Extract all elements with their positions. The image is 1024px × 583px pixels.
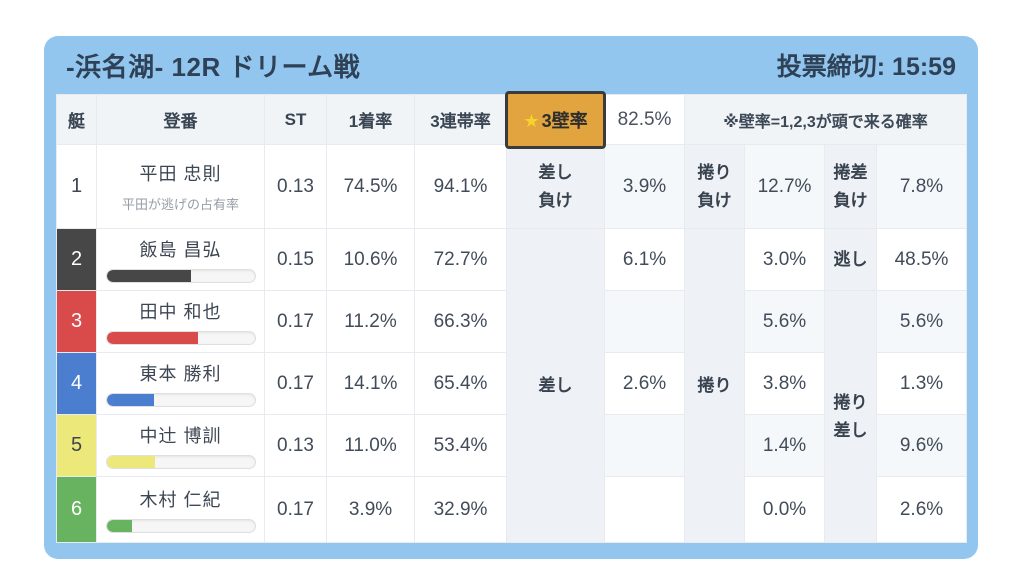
tactic-value xyxy=(604,476,685,543)
table-row: 6 木村 仁紀 0.17 3.9% 32.9% 0.0% 2.6% xyxy=(56,476,967,543)
boat-number-cell: 4 xyxy=(56,352,97,415)
tactic-value: 48.5% xyxy=(876,228,967,291)
top3-rate-value: 72.7% xyxy=(414,228,507,291)
wall-rate-note: ※壁率=1,2,3が頭で来る確率 xyxy=(684,94,967,145)
st-value: 0.15 xyxy=(264,228,327,291)
col-entry: 登番 xyxy=(96,94,265,145)
boat-number-cell: 2 xyxy=(56,228,97,291)
racer-cell: 木村 仁紀 xyxy=(96,476,265,543)
race-title: -浜名湖- 12R ドリーム戦 xyxy=(66,51,361,82)
merged-tactic-label-makuri: 捲り xyxy=(684,228,745,543)
tactic-label: 逃し xyxy=(824,228,877,291)
racer-name: 東本 勝利 xyxy=(139,364,222,384)
merged-tactic-label-makurizashi: 捲り 差し xyxy=(824,290,877,543)
stat-bar xyxy=(105,393,256,407)
col-win-rate: 1着率 xyxy=(326,94,415,145)
tactic-label: 差し 負け xyxy=(506,144,605,229)
st-value: 0.17 xyxy=(264,290,327,353)
tactic-value: 12.7% xyxy=(744,144,825,229)
merged-tactic-label-sashi: 差し xyxy=(506,228,605,543)
tactic-value: 2.6% xyxy=(876,476,967,543)
table-row: 5 中辻 博訓 0.13 11.0% 53.4% 1.4% 9.6% xyxy=(56,414,967,477)
racer-cell: 中辻 博訓 xyxy=(96,414,265,477)
tactic-value xyxy=(604,414,685,477)
st-value: 0.13 xyxy=(264,414,327,477)
stat-bar xyxy=(105,331,256,345)
win-rate-value: 11.2% xyxy=(326,290,415,353)
racer-name: 飯島 昌弘 xyxy=(139,240,222,260)
win-rate-value: 74.5% xyxy=(326,144,415,229)
tactic-value: 5.6% xyxy=(876,290,967,353)
racer-name: 木村 仁紀 xyxy=(139,490,222,510)
tactic-value xyxy=(604,290,685,353)
tactic-value: 3.0% xyxy=(744,228,825,291)
tactic-value: 3.8% xyxy=(744,352,825,415)
tactic-value: 1.3% xyxy=(876,352,967,415)
racer-subtext: 平田が逃げの占有率 xyxy=(121,197,239,212)
tactic-value: 7.8% xyxy=(876,144,967,229)
boat-number-cell: 3 xyxy=(56,290,97,353)
stat-bar xyxy=(105,269,256,283)
wall-rate-badge: ★ 3壁率 xyxy=(505,90,606,149)
racer-cell: 飯島 昌弘 xyxy=(96,228,265,291)
stat-bar-fill xyxy=(106,456,156,468)
race-card-header: -浜名湖- 12R ドリーム戦 投票締切: 15:59 xyxy=(56,36,966,94)
stat-bar-fill xyxy=(106,332,199,344)
win-rate-value: 11.0% xyxy=(326,414,415,477)
col-top3-rate: 3連帯率 xyxy=(414,94,507,145)
wall-rate-value: 82.5% xyxy=(604,94,685,145)
racer-name: 田中 和也 xyxy=(139,302,222,322)
tactic-value: 3.9% xyxy=(604,144,685,229)
table-row: 1 平田 忠則 平田が逃げの占有率 0.13 74.5% 94.1% 差し 負け… xyxy=(56,144,967,229)
boat-number-cell: 1 xyxy=(56,144,97,229)
stat-bar-fill xyxy=(106,520,132,532)
col-wall-rate: ★ 3壁率 xyxy=(505,90,606,149)
table-header-row: 艇 登番 ST 1着率 3連帯率 ★ 3壁率 82.5% ※壁率=1,2,3が頭で… xyxy=(56,90,967,149)
top3-rate-value: 53.4% xyxy=(414,414,507,477)
stat-bar xyxy=(105,455,256,469)
stat-bar xyxy=(105,519,256,533)
tactic-value: 6.1% xyxy=(604,228,685,291)
tactic-label: 捲り 負け xyxy=(684,144,745,229)
racer-cell: 田中 和也 xyxy=(96,290,265,353)
top3-rate-value: 94.1% xyxy=(414,144,507,229)
racer-name: 平田 忠則 xyxy=(139,164,222,184)
table-row: 2 飯島 昌弘 0.15 10.6% 72.7% 差し 6.1% 捲り 3.0%… xyxy=(56,228,967,543)
boat-number-cell: 5 xyxy=(56,414,97,477)
top3-rate-value: 66.3% xyxy=(414,290,507,353)
st-value: 0.17 xyxy=(264,476,327,543)
boat-number-cell: 6 xyxy=(56,476,97,543)
race-stats-table: 艇 登番 ST 1着率 3連帯率 ★ 3壁率 82.5% ※壁率=1,2,3が頭で… xyxy=(56,90,967,543)
col-st: ST xyxy=(264,94,327,145)
tactic-value: 1.4% xyxy=(744,414,825,477)
vote-deadline: 投票締切: 15:59 xyxy=(776,53,956,81)
st-value: 0.17 xyxy=(264,352,327,415)
racer-cell: 東本 勝利 xyxy=(96,352,265,415)
win-rate-value: 10.6% xyxy=(326,228,415,291)
win-rate-value: 3.9% xyxy=(326,476,415,543)
tactic-label: 捲差 負け xyxy=(824,144,877,229)
win-rate-value: 14.1% xyxy=(326,352,415,415)
racer-name: 中辻 博訓 xyxy=(139,426,222,446)
wall-rate-label: 3壁率 xyxy=(541,110,588,131)
star-icon: ★ xyxy=(523,110,540,131)
tactic-value: 0.0% xyxy=(744,476,825,543)
top3-rate-value: 32.9% xyxy=(414,476,507,543)
racer-cell: 平田 忠則 平田が逃げの占有率 xyxy=(96,144,265,229)
tactic-value: 2.6% xyxy=(604,352,685,415)
top3-rate-value: 65.4% xyxy=(414,352,507,415)
stat-bar-fill xyxy=(106,394,154,406)
stat-bar-fill xyxy=(106,270,191,282)
race-card: -浜名湖- 12R ドリーム戦 投票締切: 15:59 艇 登番 ST 1着率 … xyxy=(44,36,978,559)
tactic-value: 9.6% xyxy=(876,414,967,477)
st-value: 0.13 xyxy=(264,144,327,229)
table-row: 3 田中 和也 0.17 11.2% 66.3% 5.6% 捲り 差し 5.6% xyxy=(56,290,967,543)
tactic-value: 5.6% xyxy=(744,290,825,353)
table-row: 4 東本 勝利 0.17 14.1% 65.4% 2.6% 3.8% 1.3% xyxy=(56,352,967,415)
col-boat: 艇 xyxy=(56,94,97,145)
